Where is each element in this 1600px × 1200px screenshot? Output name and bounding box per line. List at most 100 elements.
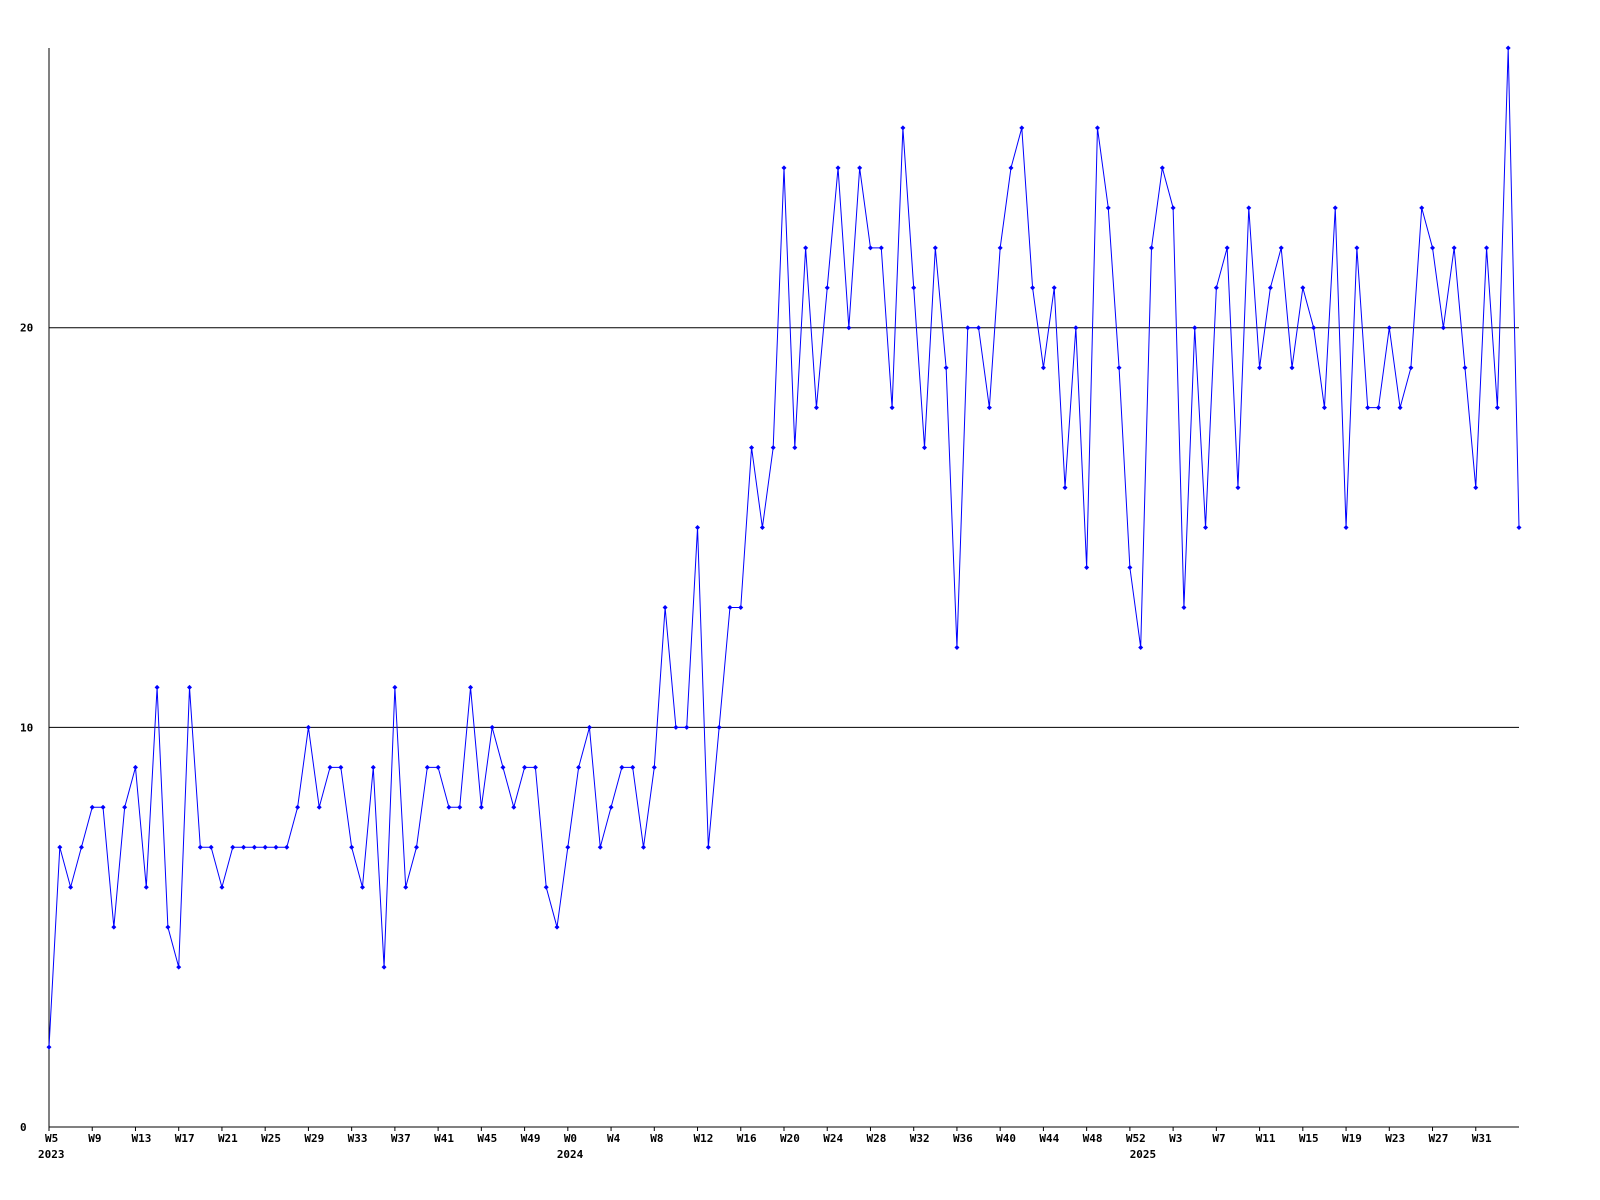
x-tick-label: W4 <box>607 1132 621 1145</box>
x-tick-label: W17 <box>175 1132 195 1145</box>
data-point <box>251 844 257 850</box>
data-point <box>1246 205 1252 211</box>
data-point <box>100 804 106 810</box>
x-tick-label: W40 <box>996 1132 1016 1145</box>
data-point <box>792 445 798 451</box>
data-point <box>1505 45 1511 51</box>
y-tick-label: 20 <box>20 322 33 335</box>
data-point <box>878 245 884 251</box>
data-point <box>1321 405 1327 411</box>
data-point <box>1386 325 1392 331</box>
data-point <box>1094 125 1100 131</box>
data-point <box>932 245 938 251</box>
data-point <box>1073 325 1079 331</box>
data-point <box>1516 525 1522 531</box>
data-point <box>327 764 333 770</box>
x-tick-label: W7 <box>1212 1132 1225 1145</box>
data-point <box>295 804 301 810</box>
data-point <box>976 325 982 331</box>
data-point <box>273 844 279 850</box>
data-point <box>554 924 560 930</box>
data-point <box>1375 405 1381 411</box>
data-point <box>1203 525 1209 531</box>
x-tick-label: W44 <box>1039 1132 1059 1145</box>
x-tick-label: W48 <box>1083 1132 1103 1145</box>
x-tick-label: W31 <box>1472 1132 1492 1145</box>
data-point <box>359 884 365 890</box>
data-point <box>673 724 679 730</box>
data-point <box>889 405 895 411</box>
data-point <box>143 884 149 890</box>
data-point <box>1181 604 1187 610</box>
y-tick-label: 10 <box>20 721 33 734</box>
data-point <box>1267 285 1273 291</box>
data-point <box>943 365 949 371</box>
x-tick-label: W25 <box>261 1132 281 1145</box>
data-point <box>770 445 776 451</box>
data-point <box>122 804 128 810</box>
data-point <box>1127 565 1133 571</box>
data-point <box>284 844 290 850</box>
data-point <box>835 165 841 171</box>
data-point <box>219 884 225 890</box>
data-point <box>1235 485 1241 491</box>
data-point <box>1008 165 1014 171</box>
data-point <box>1213 285 1219 291</box>
data-point <box>349 844 355 850</box>
data-point <box>392 684 398 690</box>
x-tick-label: W28 <box>866 1132 886 1145</box>
x-tick-label: W0 <box>564 1132 577 1145</box>
data-point <box>1289 365 1295 371</box>
data-point <box>608 804 614 810</box>
data-point <box>197 844 203 850</box>
data-point <box>1311 325 1317 331</box>
data-point <box>684 724 690 730</box>
data-point <box>1365 405 1371 411</box>
data-point <box>468 684 474 690</box>
x-tick-label: W45 <box>477 1132 497 1145</box>
data-point <box>1354 245 1360 251</box>
data-point <box>1224 245 1230 251</box>
data-point <box>187 684 193 690</box>
x-tick-label: W19 <box>1342 1132 1362 1145</box>
data-point <box>338 764 344 770</box>
x-tick-label: W21 <box>218 1132 238 1145</box>
data-point <box>1084 565 1090 571</box>
x-year-label: 2025 <box>1130 1148 1157 1161</box>
data-point <box>57 844 63 850</box>
data-point <box>262 844 268 850</box>
data-point <box>165 924 171 930</box>
x-year-label: 2024 <box>557 1148 584 1161</box>
data-point <box>867 245 873 251</box>
data-point <box>997 245 1003 251</box>
data-point <box>176 964 182 970</box>
data-point <box>738 604 744 610</box>
x-tick-label: W49 <box>521 1132 541 1145</box>
data-point <box>846 325 852 331</box>
data-point <box>1116 365 1122 371</box>
data-point <box>565 844 571 850</box>
data-point <box>1040 365 1046 371</box>
data-point <box>986 405 992 411</box>
data-point <box>1332 205 1338 211</box>
data-point <box>727 604 733 610</box>
x-year-label: 2023 <box>38 1148 65 1161</box>
data-point <box>1462 365 1468 371</box>
data-point <box>619 764 625 770</box>
data-point <box>803 245 809 251</box>
data-point <box>1408 365 1414 371</box>
data-point <box>305 724 311 730</box>
data-point <box>911 285 917 291</box>
data-point <box>78 844 84 850</box>
data-point <box>640 844 646 850</box>
data-point <box>68 884 74 890</box>
data-point <box>900 125 906 131</box>
data-point <box>824 285 830 291</box>
data-point <box>446 804 452 810</box>
data-point <box>111 924 117 930</box>
x-tick-label: W9 <box>88 1132 101 1145</box>
data-point <box>1451 245 1457 251</box>
data-point <box>1019 125 1025 131</box>
data-point <box>403 884 409 890</box>
